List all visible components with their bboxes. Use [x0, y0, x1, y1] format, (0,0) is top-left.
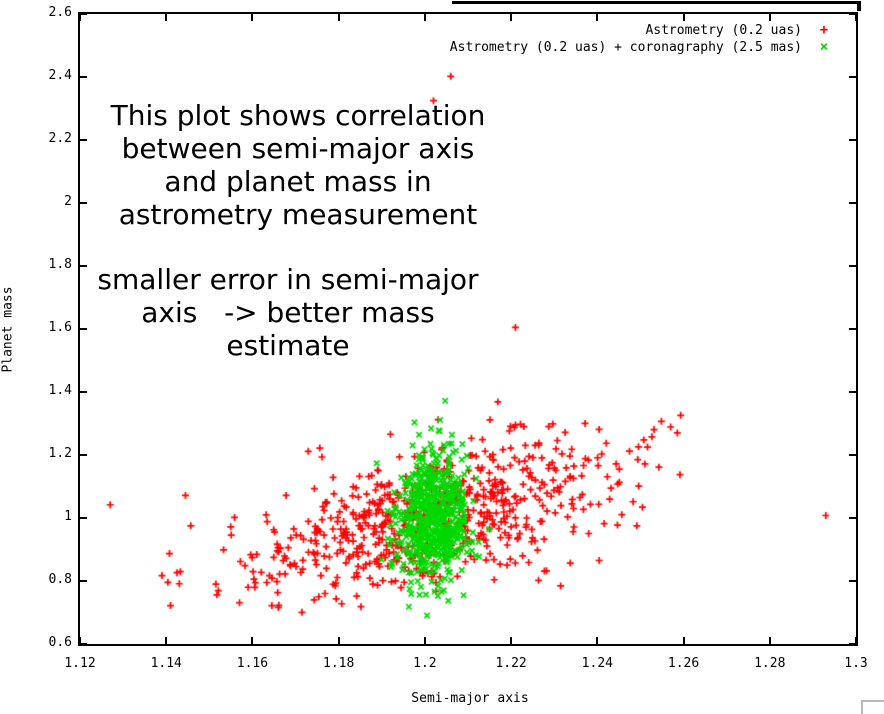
- y-tick-mark: [80, 139, 87, 141]
- x-tick-label: 1.26: [667, 656, 700, 671]
- legend-label-astrometry: Astrometry (0.2 uas): [645, 22, 802, 38]
- y-tick-mark-right: [849, 454, 856, 456]
- x-tick-mark-top: [423, 14, 426, 21]
- x-tick-mark-top: [79, 14, 81, 21]
- x-tick-mark: [855, 637, 857, 644]
- y-tick-mark: [80, 328, 87, 330]
- annotation-line: and planet mass in: [164, 165, 432, 198]
- annotation-smaller-error: smaller error in semi-major axis -> bett…: [78, 263, 498, 362]
- x-tick-mark: [165, 637, 168, 644]
- x-tick-mark: [251, 637, 254, 644]
- cropped-window-corner: [861, 700, 884, 702]
- legend-label-astrometry-coronagraphy: Astrometry (0.2 uas) + coronagraphy (2.5…: [449, 39, 802, 55]
- y-tick-mark-right: [849, 76, 856, 78]
- x-tick-mark: [510, 637, 513, 644]
- x-axis-title: Semi-major axis: [411, 691, 529, 706]
- legend-item-astrometry: Astrometry (0.2 uas) +: [450, 22, 830, 38]
- y-tick-mark-right: [849, 391, 856, 393]
- x-tick-mark: [423, 637, 426, 644]
- x-tick-mark-top: [165, 14, 168, 21]
- y-tick-mark: [80, 13, 87, 15]
- y-tick-label: 0.8: [48, 572, 72, 587]
- y-tick-mark: [80, 454, 87, 456]
- y-tick-mark-right: [849, 517, 856, 519]
- legend: Astrometry (0.2 uas) + Astrometry (0.2 u…: [450, 22, 830, 55]
- x-tick-label: 1.28: [754, 656, 786, 671]
- x-tick-mark-top: [337, 14, 340, 21]
- annotation-line: This plot shows correlation: [110, 99, 486, 132]
- x-tick-label: 1.2: [413, 656, 437, 671]
- y-tick-mark-right: [849, 643, 856, 645]
- x-tick-label: 1.18: [323, 656, 355, 671]
- x-tick-mark-top: [855, 14, 857, 21]
- x-tick-mark: [337, 637, 340, 644]
- x-tick-mark-top: [510, 14, 513, 21]
- y-tick-mark-right: [849, 202, 856, 204]
- y-tick-label: 1.2: [48, 446, 72, 461]
- x-tick-mark: [79, 637, 81, 644]
- y-tick-label: 1: [64, 509, 72, 524]
- annotation-line: axis -> better mass: [141, 296, 435, 329]
- x-tick-mark: [768, 637, 771, 644]
- y-tick-mark-right: [849, 328, 856, 330]
- y-tick-label: 2.6: [48, 5, 72, 20]
- cross-marker-icon: ×: [819, 39, 829, 55]
- x-tick-mark-top: [768, 14, 771, 21]
- x-tick-label: 1.12: [64, 656, 96, 671]
- y-tick-label: 2.2: [48, 131, 72, 146]
- y-axis-title: Planet mass: [0, 286, 16, 373]
- y-tick-mark-right: [849, 13, 856, 15]
- y-tick-mark-right: [849, 139, 856, 141]
- cropped-window-corner: [861, 700, 863, 714]
- y-tick-mark: [80, 643, 87, 645]
- y-tick-label: 1.4: [48, 383, 72, 398]
- legend-item-astrometry-coronagraphy: Astrometry (0.2 uas) + coronagraphy (2.5…: [450, 39, 830, 55]
- x-tick-mark: [596, 637, 599, 644]
- x-tick-mark-top: [251, 14, 254, 21]
- plot-border: [78, 12, 858, 646]
- plus-marker-icon: +: [819, 22, 829, 38]
- y-tick-mark: [80, 580, 87, 582]
- annotation-line: smaller error in semi-major: [97, 263, 479, 296]
- x-tick-label: 1.14: [150, 656, 182, 671]
- y-tick-mark-right: [849, 265, 856, 267]
- annotation-line: estimate: [226, 329, 350, 362]
- y-tick-label: 0.6: [48, 635, 72, 650]
- y-tick-mark: [80, 76, 87, 78]
- x-tick-mark-top: [682, 14, 685, 21]
- y-tick-mark: [80, 517, 87, 519]
- y-tick-label: 2.4: [48, 68, 72, 83]
- x-tick-mark: [682, 637, 685, 644]
- x-tick-label: 1.24: [581, 656, 613, 671]
- annotation-line: between semi-major axis: [121, 132, 475, 165]
- annotation-correlation: This plot shows correlation between semi…: [83, 99, 513, 231]
- x-tick-label: 1.16: [236, 656, 269, 671]
- y-tick-label: 1.8: [48, 257, 72, 272]
- y-tick-label: 1.6: [48, 320, 72, 335]
- annotation-line: astrometry measurement: [118, 198, 478, 231]
- x-tick-mark-top: [596, 14, 599, 21]
- y-tick-mark: [80, 391, 87, 393]
- x-tick-label: 1.3: [844, 656, 868, 671]
- x-tick-label: 1.22: [495, 656, 527, 671]
- y-tick-mark: [80, 265, 87, 267]
- y-tick-label: 2: [64, 194, 72, 209]
- y-tick-mark-right: [849, 580, 856, 582]
- y-tick-mark: [80, 202, 87, 204]
